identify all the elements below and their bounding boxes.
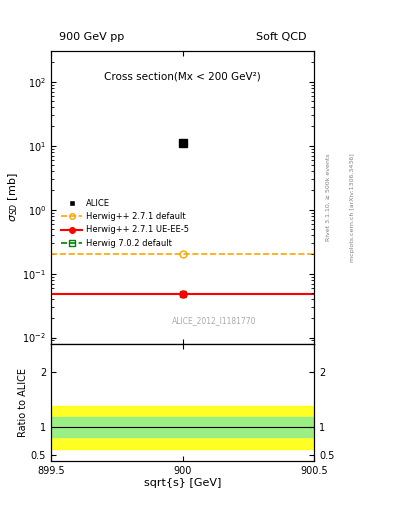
Text: mcplots.cern.ch [arXiv:1306.3436]: mcplots.cern.ch [arXiv:1306.3436]	[350, 154, 355, 262]
Y-axis label: Ratio to ALICE: Ratio to ALICE	[18, 368, 28, 437]
Text: 900 GeV pp: 900 GeV pp	[59, 32, 124, 42]
Text: ALICE_2012_I1181770: ALICE_2012_I1181770	[172, 316, 257, 325]
Legend: ALICE, Herwig++ 2.7.1 default, Herwig++ 2.7.1 UE-EE-5, Herwig 7.0.2 default: ALICE, Herwig++ 2.7.1 default, Herwig++ …	[58, 196, 193, 251]
Y-axis label: $\sigma_{SD}$ [mb]: $\sigma_{SD}$ [mb]	[6, 173, 20, 222]
X-axis label: sqrt{s} [GeV]: sqrt{s} [GeV]	[144, 478, 221, 488]
Text: Cross section(Mx < 200 GeV²): Cross section(Mx < 200 GeV²)	[105, 72, 261, 82]
Text: Soft QCD: Soft QCD	[256, 32, 307, 42]
Text: Rivet 3.1.10, ≥ 500k events: Rivet 3.1.10, ≥ 500k events	[326, 154, 331, 241]
